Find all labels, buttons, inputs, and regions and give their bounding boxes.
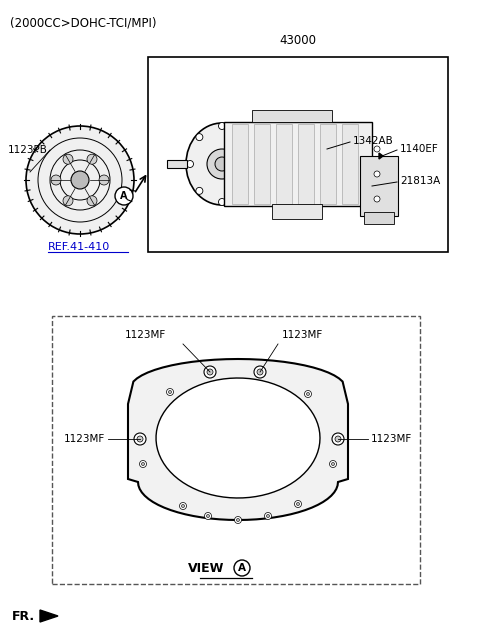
Circle shape xyxy=(234,560,250,576)
Circle shape xyxy=(140,460,146,467)
Text: 21813A: 21813A xyxy=(400,176,440,186)
Text: FR.: FR. xyxy=(12,609,35,623)
Text: 1123MF: 1123MF xyxy=(282,330,323,340)
Ellipse shape xyxy=(207,149,237,179)
Bar xyxy=(360,156,398,216)
Bar xyxy=(320,124,336,204)
Text: A: A xyxy=(120,191,128,201)
Circle shape xyxy=(237,519,240,521)
Circle shape xyxy=(207,369,213,375)
Circle shape xyxy=(115,187,133,205)
Text: 1123MF: 1123MF xyxy=(371,434,412,444)
Circle shape xyxy=(218,123,226,130)
Text: 43000: 43000 xyxy=(279,34,316,47)
Text: 1123PB: 1123PB xyxy=(8,145,48,155)
Bar xyxy=(232,124,248,204)
Circle shape xyxy=(332,433,344,445)
Circle shape xyxy=(374,196,380,202)
Circle shape xyxy=(196,134,203,141)
Bar xyxy=(342,124,358,204)
Circle shape xyxy=(99,175,109,185)
Polygon shape xyxy=(379,153,383,159)
Text: REF.41-410: REF.41-410 xyxy=(48,242,110,252)
Ellipse shape xyxy=(215,157,229,171)
Bar xyxy=(276,124,292,204)
Circle shape xyxy=(332,462,335,465)
Circle shape xyxy=(87,196,97,206)
Text: VIEW: VIEW xyxy=(188,562,224,575)
Circle shape xyxy=(374,146,380,152)
Text: 1140EF: 1140EF xyxy=(400,144,439,154)
Circle shape xyxy=(137,436,143,442)
Circle shape xyxy=(241,187,248,195)
Circle shape xyxy=(335,436,341,442)
Circle shape xyxy=(304,390,312,397)
Bar xyxy=(364,212,394,224)
Bar xyxy=(252,110,332,122)
Circle shape xyxy=(180,503,187,510)
Circle shape xyxy=(187,160,193,168)
Circle shape xyxy=(374,171,380,177)
Text: 1342AB: 1342AB xyxy=(353,136,394,146)
Circle shape xyxy=(181,505,184,507)
Circle shape xyxy=(235,517,241,523)
Circle shape xyxy=(87,154,97,164)
Circle shape xyxy=(254,366,266,378)
Circle shape xyxy=(295,501,301,507)
Circle shape xyxy=(51,175,61,185)
Circle shape xyxy=(204,366,216,378)
Circle shape xyxy=(204,512,212,519)
Circle shape xyxy=(266,514,269,517)
Bar xyxy=(254,124,270,204)
Circle shape xyxy=(63,196,73,206)
Polygon shape xyxy=(40,610,58,622)
Circle shape xyxy=(71,171,89,189)
Circle shape xyxy=(251,160,257,168)
Circle shape xyxy=(63,154,73,164)
Ellipse shape xyxy=(186,123,258,205)
Circle shape xyxy=(196,187,203,195)
Circle shape xyxy=(257,369,263,375)
Circle shape xyxy=(206,514,209,517)
Circle shape xyxy=(241,134,248,141)
Circle shape xyxy=(167,388,173,395)
Circle shape xyxy=(218,198,226,205)
Circle shape xyxy=(307,392,310,395)
Bar xyxy=(148,57,448,252)
Circle shape xyxy=(168,390,171,394)
Polygon shape xyxy=(128,359,348,520)
Polygon shape xyxy=(156,378,320,498)
Bar xyxy=(224,122,372,206)
Circle shape xyxy=(264,512,272,519)
Bar xyxy=(272,204,322,219)
Circle shape xyxy=(329,460,336,467)
Text: 1123MF: 1123MF xyxy=(64,434,105,444)
Text: A: A xyxy=(238,563,246,573)
Bar xyxy=(298,124,314,204)
Circle shape xyxy=(297,503,300,505)
Bar xyxy=(52,316,420,584)
Circle shape xyxy=(26,126,134,234)
Text: 1123MF: 1123MF xyxy=(125,330,166,340)
Bar xyxy=(167,160,187,168)
Circle shape xyxy=(142,462,144,465)
Circle shape xyxy=(134,433,146,445)
Text: (2000CC>DOHC-TCI/MPI): (2000CC>DOHC-TCI/MPI) xyxy=(10,17,156,30)
